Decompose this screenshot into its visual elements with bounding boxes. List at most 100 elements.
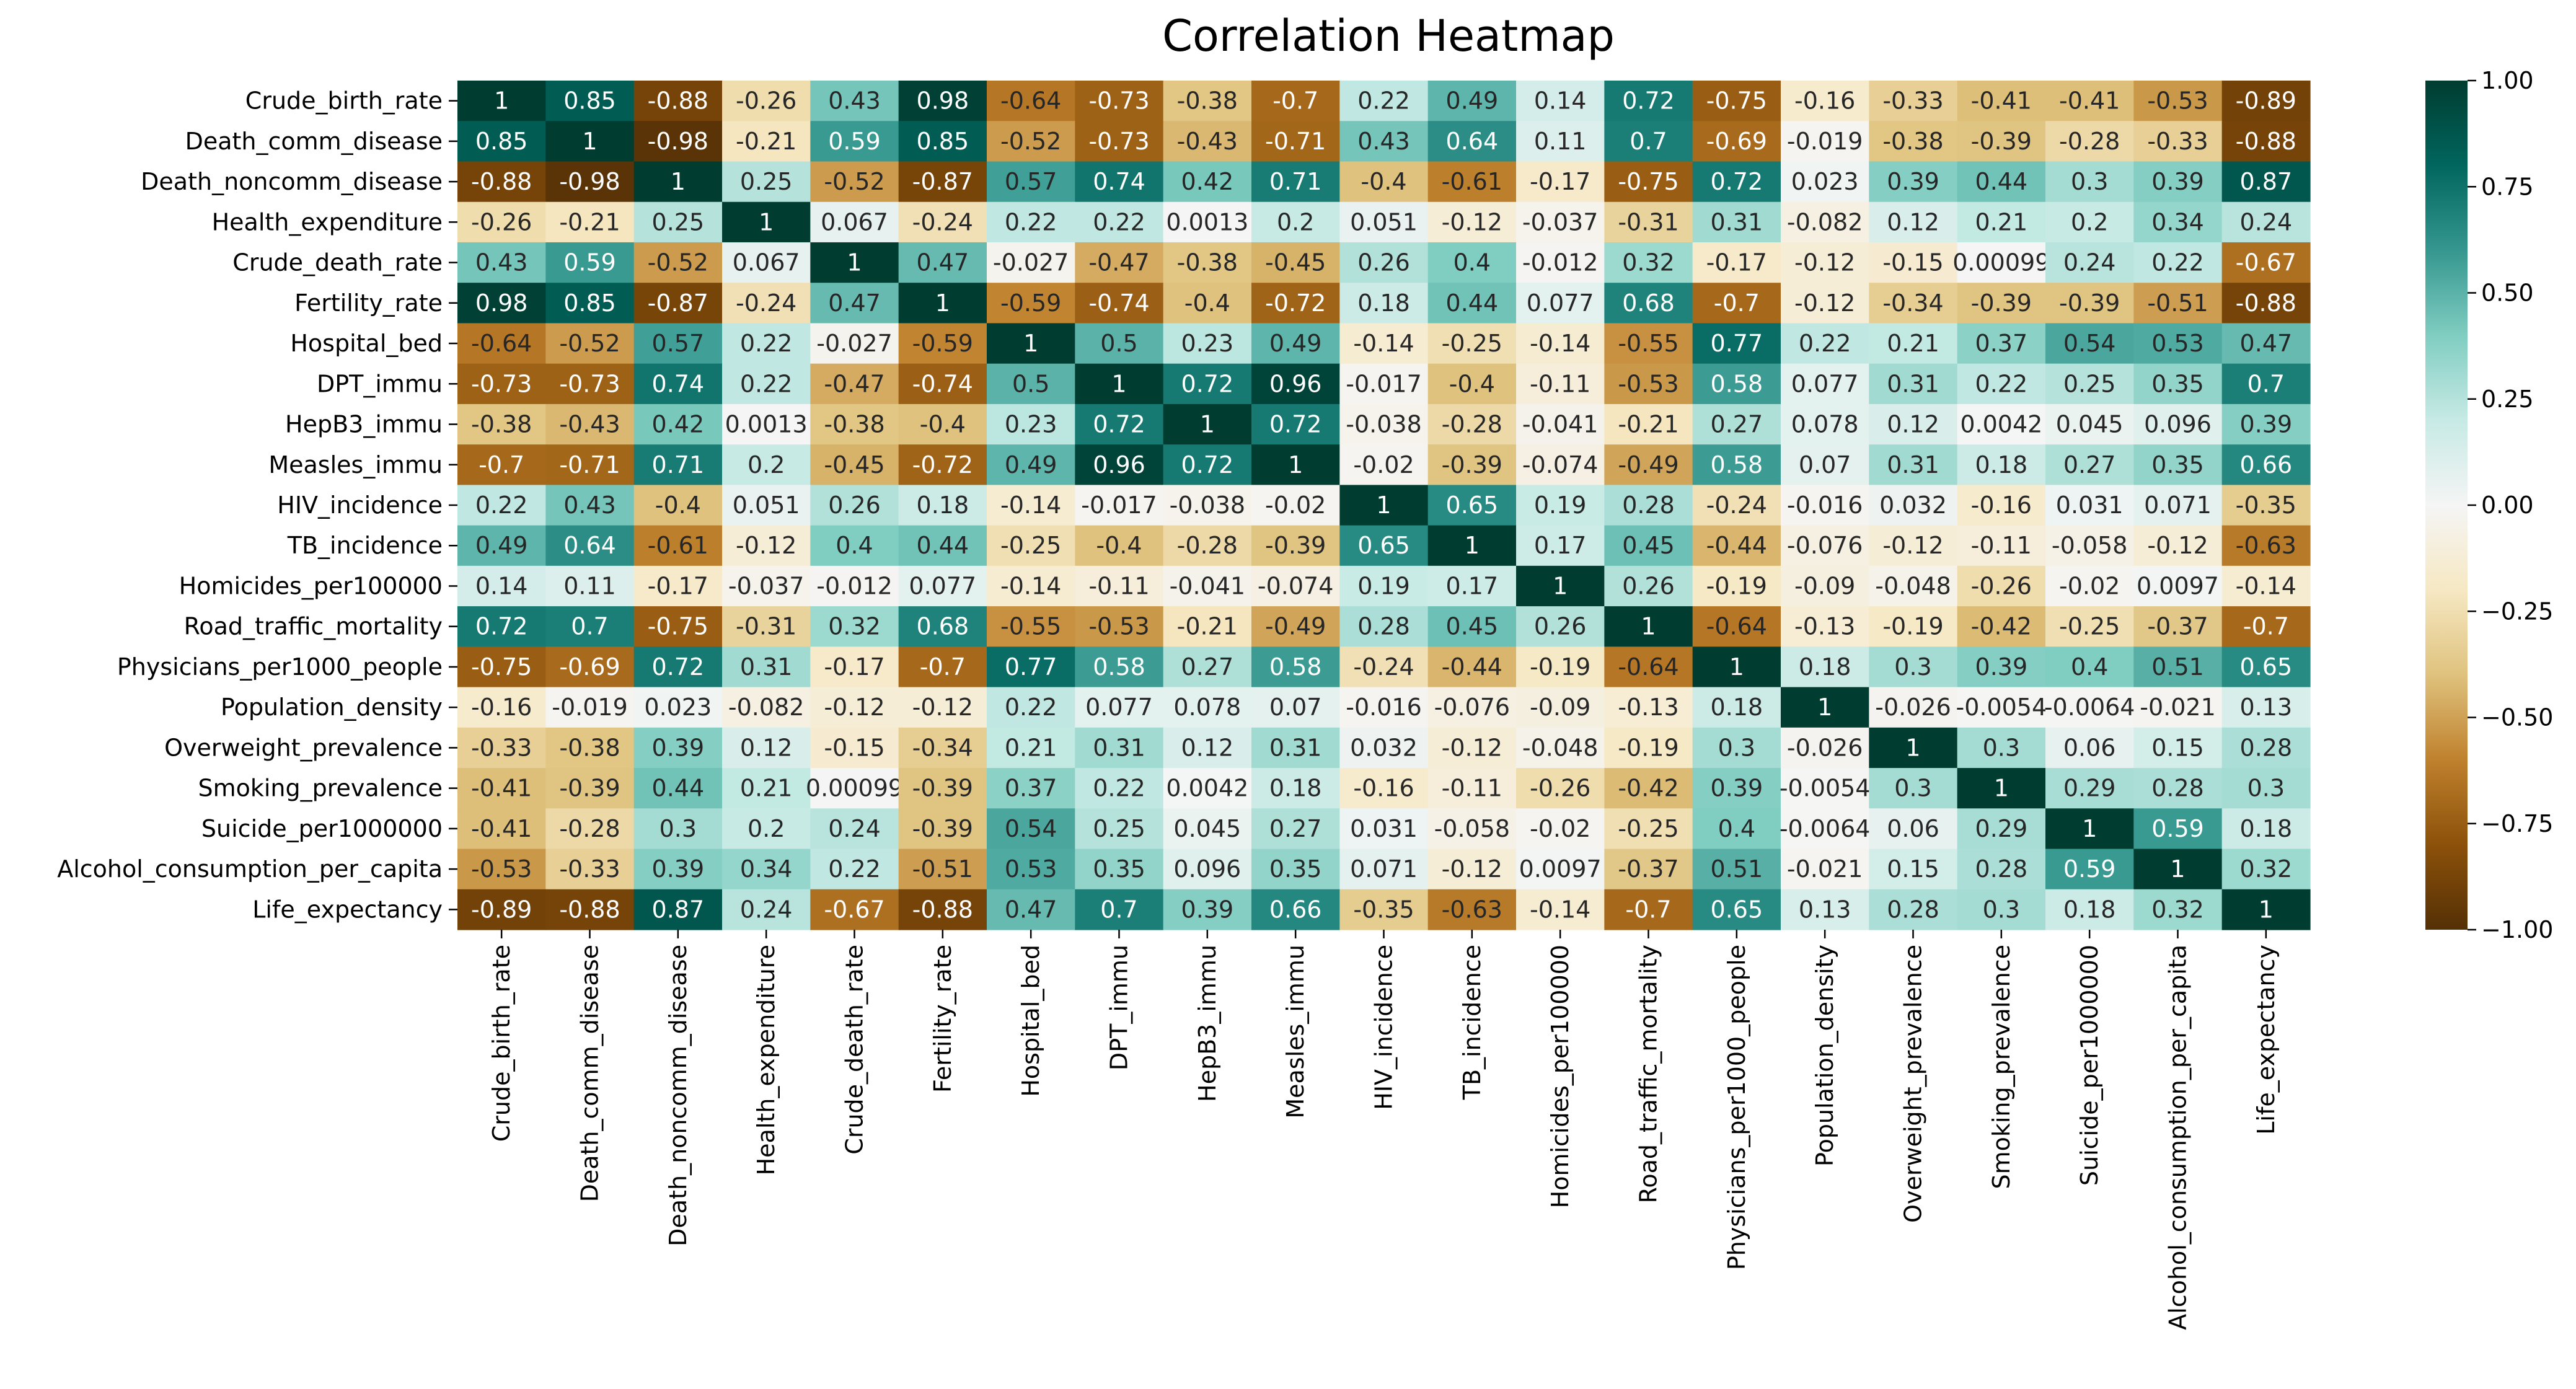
- heatmap-cell-label: 0.18: [2240, 815, 2293, 842]
- heatmap-cell: [1075, 727, 1164, 769]
- heatmap-cell: [1516, 565, 1605, 607]
- heatmap-cell: [1869, 525, 1958, 567]
- heatmap-cell-label: -0.12: [1442, 208, 1502, 236]
- heatmap-cell: [457, 727, 546, 769]
- x-tick-label: Crude_death_rate: [841, 945, 868, 1155]
- heatmap-cell-label: -0.49: [1618, 451, 1678, 478]
- heatmap-cell: [2221, 687, 2311, 728]
- heatmap-cell: [1781, 81, 1869, 121]
- heatmap-cell-label: 0.72: [1269, 411, 1322, 438]
- heatmap-cell: [1957, 485, 2046, 526]
- heatmap-cell-label: -0.71: [1265, 128, 1326, 155]
- heatmap-cell: [1692, 403, 1781, 445]
- heatmap-cell-label: 0.64: [563, 532, 616, 559]
- heatmap-cell-label: 0.07: [1799, 451, 1851, 478]
- heatmap-cell: [722, 485, 811, 526]
- heatmap-cell-label: 0.39: [652, 734, 705, 761]
- heatmap-cell: [987, 646, 1075, 688]
- heatmap-cell: [987, 121, 1075, 162]
- heatmap-cell: [1427, 323, 1517, 364]
- heatmap-cell: [898, 81, 987, 121]
- heatmap-cell-label: -0.16: [471, 694, 532, 721]
- heatmap-cell: [633, 283, 723, 324]
- heatmap-cell-label: -0.017: [1081, 492, 1157, 519]
- heatmap-cell: [1427, 363, 1517, 405]
- heatmap-cell-label: -0.63: [2236, 532, 2296, 559]
- heatmap-cell: [1957, 525, 2046, 567]
- heatmap-cell: [1692, 283, 1781, 324]
- heatmap-cell-label: 0.17: [1534, 532, 1587, 559]
- heatmap-cell-label: 1: [1465, 532, 1480, 559]
- heatmap-cell: [1957, 363, 2046, 405]
- heatmap-cell-label: -0.44: [1442, 653, 1502, 681]
- heatmap-cell: [1869, 201, 1958, 243]
- heatmap-cell: [987, 242, 1075, 283]
- heatmap-cell: [1781, 525, 1869, 567]
- heatmap-cell-label: 0.31: [1711, 208, 1763, 236]
- heatmap-cell: [1604, 687, 1693, 728]
- heatmap-cell: [2133, 242, 2223, 283]
- heatmap-cell-label: -0.73: [1088, 87, 1149, 115]
- heatmap-cell: [1781, 646, 1869, 688]
- heatmap-cell-label: -0.12: [1882, 532, 1943, 559]
- heatmap-cell-label: -0.082: [728, 694, 805, 721]
- heatmap-cell-label: 0.13: [1799, 896, 1851, 923]
- heatmap-cell-label: 0.43: [563, 492, 616, 519]
- heatmap-cell-label: 0.22: [1975, 370, 2028, 397]
- heatmap-cell: [1604, 727, 1693, 769]
- heatmap-cell: [2221, 242, 2311, 283]
- heatmap-cell-label: -0.11: [1442, 775, 1502, 802]
- heatmap-cell-label: -0.28: [2059, 128, 2120, 155]
- heatmap-cell-label: 0.32: [2240, 855, 2293, 883]
- heatmap-cell-label: 0.077: [1527, 289, 1594, 317]
- heatmap-cell-label: 0.2: [748, 815, 785, 842]
- heatmap-cell-label: 0.27: [1269, 815, 1322, 842]
- heatmap-cell: [987, 485, 1075, 526]
- heatmap-cell-label: -0.34: [1882, 289, 1943, 317]
- heatmap-cell-label: -0.39: [2059, 289, 2120, 317]
- heatmap-cell: [810, 121, 899, 162]
- heatmap-cell-label: -0.28: [1442, 411, 1502, 438]
- heatmap-cell: [1692, 121, 1781, 162]
- heatmap-cell: [1781, 283, 1869, 324]
- heatmap-cell: [1075, 485, 1164, 526]
- heatmap-cell: [457, 646, 546, 688]
- heatmap-cell-label: 0.14: [1534, 87, 1587, 115]
- heatmap-cell: [1339, 687, 1429, 728]
- heatmap-cell: [1957, 242, 2046, 283]
- heatmap-cell-label: 0.49: [1269, 330, 1322, 357]
- heatmap-cell-label: 0.7: [2247, 370, 2285, 397]
- heatmap-cell: [1781, 727, 1869, 769]
- heatmap-cell-label: 0.85: [563, 87, 616, 115]
- heatmap-cell-label: -0.4: [1361, 168, 1406, 195]
- heatmap-cell-label: 0.3: [1894, 653, 1931, 681]
- heatmap-cell-label: 0.22: [475, 492, 528, 519]
- heatmap-cell: [545, 606, 635, 647]
- heatmap-cell: [722, 161, 811, 203]
- heatmap-cell: [1251, 889, 1340, 930]
- heatmap-cell-label: 1: [1729, 653, 1744, 681]
- heatmap-cell: [1604, 768, 1693, 809]
- heatmap-cell: [1163, 808, 1252, 850]
- heatmap-cell: [2133, 646, 2223, 688]
- heatmap-cell-label: 0.18: [1711, 694, 1763, 721]
- heatmap-cell-label: 0.3: [1718, 734, 1755, 761]
- heatmap-cell-label: -0.88: [912, 896, 973, 923]
- heatmap-cell: [1251, 444, 1340, 485]
- heatmap-cell: [810, 444, 899, 485]
- heatmap-cell: [1692, 727, 1781, 769]
- heatmap-cell-label: -0.12: [736, 532, 796, 559]
- heatmap-cell: [1692, 606, 1781, 647]
- heatmap-cell: [1604, 201, 1693, 243]
- heatmap-cell-label: -0.38: [1882, 128, 1943, 155]
- heatmap-cell-label: -0.69: [559, 653, 620, 681]
- heatmap-cell-label: -0.43: [1177, 128, 1238, 155]
- heatmap-cell: [1869, 81, 1958, 121]
- heatmap-cell: [633, 161, 723, 203]
- heatmap-cell-label: -0.89: [2236, 87, 2296, 115]
- heatmap-cell-label: -0.4: [1449, 370, 1495, 397]
- heatmap-cell-label: 0.19: [1534, 492, 1587, 519]
- heatmap-cell-label: 0.071: [1350, 855, 1418, 883]
- heatmap-cell-label: 0.0042: [1960, 411, 2042, 438]
- heatmap-cell-label: 1: [2082, 815, 2097, 842]
